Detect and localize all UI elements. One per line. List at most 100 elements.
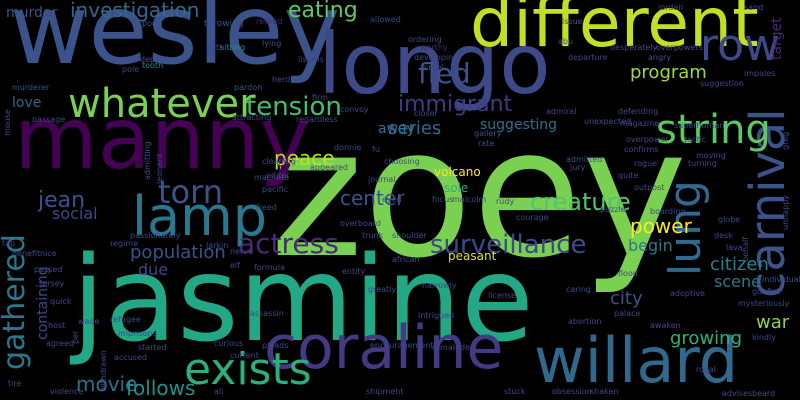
word: exists xyxy=(184,344,312,395)
word: pond xyxy=(142,19,163,28)
word: angry xyxy=(648,53,672,62)
word: torn xyxy=(158,173,223,211)
word: accused xyxy=(114,353,147,362)
word: obsession xyxy=(552,387,592,396)
word: donnie xyxy=(334,143,362,152)
word: intrigued xyxy=(418,311,455,320)
word: wesley xyxy=(10,0,341,86)
word: narrowly xyxy=(422,281,457,290)
word: withdrawn xyxy=(99,350,108,392)
word: palace xyxy=(614,309,641,318)
word: advises xyxy=(722,389,753,398)
word: regardless xyxy=(296,115,338,124)
word: desperately xyxy=(610,43,658,52)
word: unexpected xyxy=(584,117,632,126)
word: pacific xyxy=(262,185,289,194)
word: pleads xyxy=(262,341,289,350)
word: remainder xyxy=(432,343,474,352)
word: rate xyxy=(478,139,495,148)
word: courage xyxy=(516,213,549,222)
word: confirms xyxy=(624,145,659,154)
word: gothic xyxy=(206,43,231,52)
word: quite xyxy=(618,171,639,180)
word: power xyxy=(630,214,692,238)
word: overpower xyxy=(626,135,669,144)
word: jury xyxy=(570,163,586,172)
word: center xyxy=(340,186,405,210)
word: defending xyxy=(618,107,659,116)
word: nice xyxy=(40,249,57,258)
word: firm xyxy=(312,93,328,102)
word: creature xyxy=(530,188,631,216)
word: peace xyxy=(274,146,335,170)
word: machete xyxy=(254,173,290,182)
word: begin xyxy=(628,236,673,255)
word: whatever xyxy=(68,81,256,127)
word: appeared xyxy=(310,163,348,172)
word: assassin xyxy=(250,309,284,318)
word: started xyxy=(138,343,167,352)
word: coraline xyxy=(264,313,504,383)
word: encouragement xyxy=(370,341,434,350)
word: awaken xyxy=(650,321,681,330)
word: tap xyxy=(2,239,16,248)
word: impales xyxy=(744,69,776,78)
word: individual xyxy=(762,275,800,284)
word: ordering xyxy=(408,35,442,44)
word: peasant xyxy=(448,249,497,263)
word: pardon xyxy=(234,83,263,92)
word: love xyxy=(12,95,42,111)
word: shaken xyxy=(590,387,619,396)
word: series xyxy=(388,118,442,139)
word: abu xyxy=(558,37,574,46)
word: worthy xyxy=(420,43,448,52)
word: violence xyxy=(50,387,84,396)
word: rudy xyxy=(496,197,515,206)
word: regime xyxy=(110,239,139,248)
word: investigation xyxy=(70,0,200,22)
word: cleaning xyxy=(262,157,296,166)
word: desk xyxy=(714,231,733,240)
word: host xyxy=(48,321,66,330)
word: current xyxy=(230,351,259,360)
word: greg xyxy=(781,131,790,150)
word: per xyxy=(71,330,80,344)
word: listens xyxy=(298,55,324,64)
word: royal xyxy=(696,365,716,374)
word: passed xyxy=(34,265,63,274)
word: puzzle xyxy=(600,205,626,214)
word: jasmine xyxy=(72,230,534,368)
word: african xyxy=(392,255,420,264)
word: focus xyxy=(432,195,454,204)
word: globe xyxy=(718,215,741,224)
word: retired xyxy=(256,17,283,26)
word: beard xyxy=(752,389,776,398)
word: fu xyxy=(372,145,380,154)
word: manny xyxy=(14,89,311,189)
word: curious xyxy=(214,339,244,348)
word: tactic xyxy=(684,135,707,144)
word: murderer xyxy=(12,83,50,92)
word: sole xyxy=(444,181,469,195)
word: due xyxy=(138,260,169,279)
word: jersey xyxy=(40,279,65,288)
word: superhuman xyxy=(674,121,725,130)
word: magazine xyxy=(620,119,660,128)
word: actress xyxy=(238,227,339,260)
word: refugee xyxy=(110,315,141,324)
word: herd xyxy=(272,75,291,84)
word: gunfire xyxy=(752,287,781,296)
word: admiral xyxy=(546,107,577,116)
word: turning xyxy=(688,159,717,168)
word: unhappy xyxy=(781,194,790,230)
word: wade xyxy=(78,317,100,326)
word: ali xyxy=(214,387,224,396)
word: rogue xyxy=(634,159,658,168)
word: stuck xyxy=(504,387,526,396)
word: eyed xyxy=(382,195,402,204)
word: trunk xyxy=(362,231,384,240)
word: benefit xyxy=(12,249,41,258)
word: string xyxy=(656,107,771,153)
word: movie xyxy=(76,372,138,396)
word: greatly xyxy=(368,285,397,294)
